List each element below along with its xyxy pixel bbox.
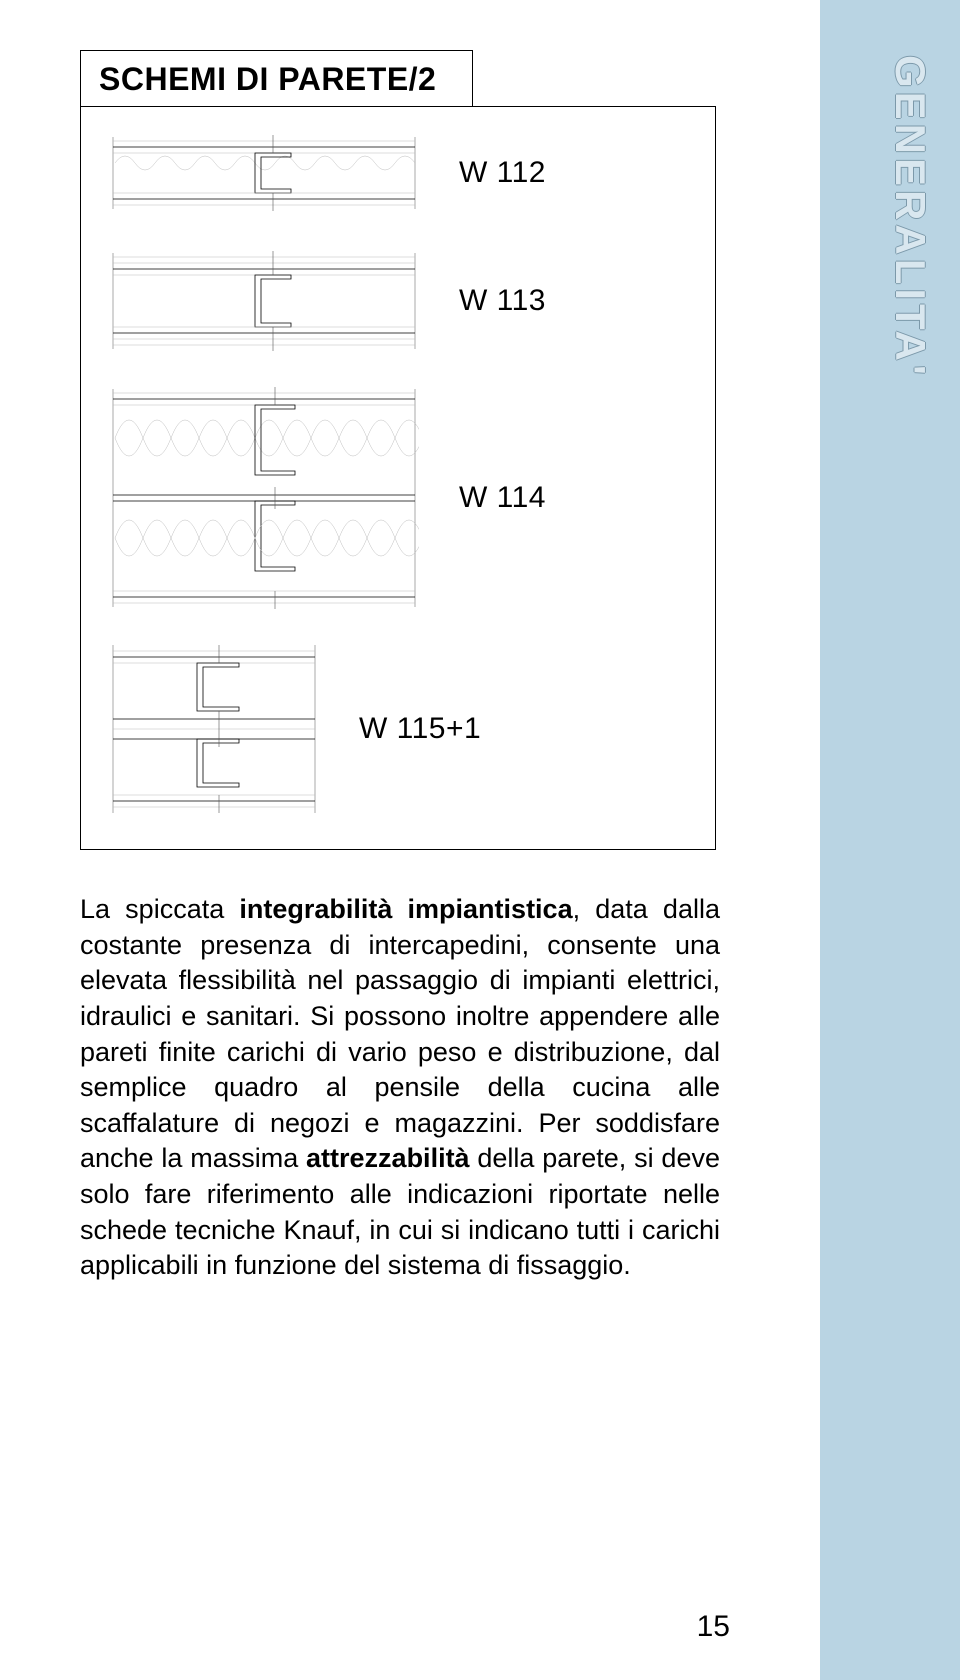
diagram-label: W 112: [459, 156, 546, 190]
diagram-row: W 115+1: [109, 639, 687, 819]
section-tab: GENERALITA': [886, 55, 934, 379]
page-number: 15: [697, 1610, 730, 1644]
diagram-row: W 114: [109, 383, 687, 613]
diagram-label: W 113: [459, 284, 546, 318]
diagram-w114: [109, 383, 419, 613]
diagram-label: W 115+1: [359, 712, 481, 746]
title-box: SCHEMI DI PARETE/2: [80, 50, 473, 106]
diagram-w113: [109, 245, 419, 357]
diagram-row: W 112: [109, 127, 687, 219]
diagram-frame: W 112 W 113: [80, 106, 716, 850]
diagram-w115: [109, 639, 319, 819]
body-paragraph: La spiccata integrabilità impiantistica,…: [80, 892, 720, 1284]
diagram-row: W 113: [109, 245, 687, 357]
diagram-label: W 114: [459, 481, 546, 515]
page-title: SCHEMI DI PARETE/2: [99, 61, 436, 98]
diagram-w112: [109, 127, 419, 219]
page: SCHEMI DI PARETE/2: [0, 0, 820, 1680]
